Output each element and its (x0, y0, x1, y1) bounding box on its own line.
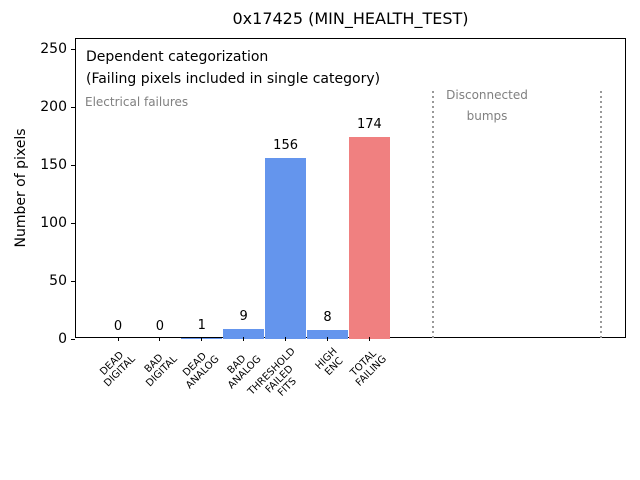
x-tick-mark (243, 337, 245, 341)
bar (223, 329, 265, 339)
bar (307, 330, 348, 339)
y-tick-label: 200 (40, 99, 67, 116)
annotation-disconnected-bumps: Disconnected bumps (446, 88, 528, 123)
y-tick-label: 150 (40, 157, 67, 174)
y-tick-label: 250 (40, 41, 67, 58)
bar-value-label: 174 (356, 117, 382, 132)
x-tick-mark (117, 337, 119, 341)
y-tick-mark (71, 280, 75, 282)
y-tick-label: 100 (40, 215, 67, 232)
bar (348, 137, 390, 339)
annotation-dependent-categorization: Dependent categorization (Failing pixels… (86, 49, 381, 87)
x-tick-mark (327, 337, 328, 341)
bar (265, 158, 307, 339)
chart-title: 0x17425 (MIN_HEALTH_TEST) (232, 9, 469, 28)
y-tick-mark (71, 106, 75, 108)
vline-dotted (600, 91, 602, 339)
x-tick-mark (201, 337, 203, 341)
bar-value-label: 9 (239, 309, 248, 324)
y-tick-label: 50 (49, 273, 67, 290)
plot-area: Dependent categorization (Failing pixels… (40, 38, 626, 399)
bar-value-label: 1 (197, 318, 206, 333)
x-tick-mark (368, 337, 370, 341)
y-tick-mark (71, 222, 75, 224)
bar-value-label: 0 (113, 319, 123, 334)
y-tick-mark (71, 48, 75, 50)
x-tick-label: DEAD ANALOG (180, 350, 222, 392)
vline-dotted (432, 91, 434, 339)
annotation-electrical-failures: Electrical failures (85, 95, 189, 109)
bar-value-label: 0 (155, 319, 165, 334)
x-tick-mark (285, 337, 287, 341)
y-tick-mark (71, 338, 75, 340)
bar-value-label: 156 (273, 138, 299, 153)
y-tick-mark (71, 164, 75, 166)
x-tick-label: BAD DIGITAL (142, 352, 180, 390)
bar-value-label: 8 (323, 310, 332, 325)
y-tick-label: 0 (58, 331, 67, 347)
x-tick-label: TOTAL FAILING (348, 348, 389, 389)
x-tick-label: HIGH ENC (313, 346, 346, 379)
x-tick-label: DEAD DIGITAL (98, 349, 138, 390)
x-tick-mark (159, 337, 161, 341)
